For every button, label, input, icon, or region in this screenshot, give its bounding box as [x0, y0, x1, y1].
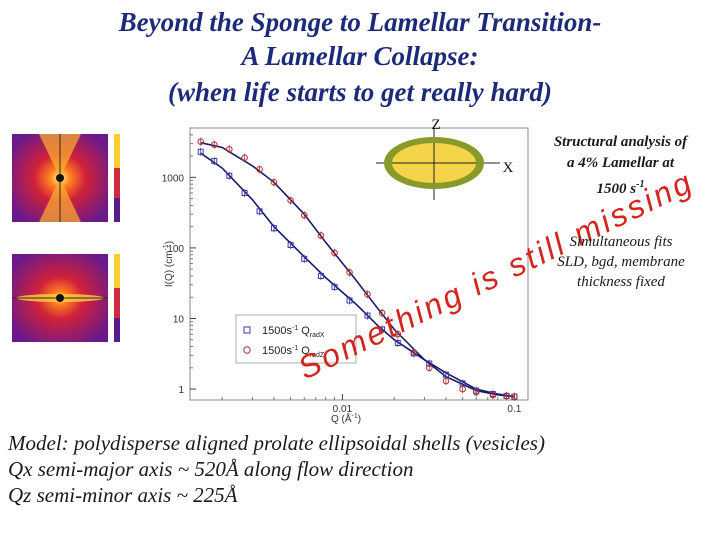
data-point: [472, 388, 480, 396]
data-point: [425, 364, 433, 372]
data-point: [241, 189, 248, 196]
slide-title-line-1: Beyond the Sponge to Lamellar Transition…: [118, 7, 602, 37]
data-point: [394, 330, 402, 338]
data-point: [211, 158, 218, 165]
fit-note-line-3: thickness fixed: [577, 274, 665, 290]
y-tick-label: 100: [167, 244, 184, 255]
plot-marks: [197, 137, 518, 401]
data-point: [503, 392, 510, 400]
legend-marker: [243, 326, 251, 334]
plot-legend: 1500s-1 QradX 1500s-1 QradZ: [235, 314, 357, 364]
z-axis-label: Z: [431, 117, 440, 133]
data-point: [378, 309, 386, 317]
data-point: [459, 385, 466, 393]
data-point: [489, 391, 497, 399]
ellipse-diagram: ZX: [376, 117, 514, 200]
data-point: [317, 272, 324, 279]
data-point: [241, 154, 248, 161]
fit-line: [200, 141, 515, 398]
legend-box: [235, 314, 357, 364]
qz-description: Qz semi-minor axis ~ 225Å: [8, 483, 238, 507]
data-point: [394, 339, 401, 346]
data-point: [270, 225, 277, 232]
slide-title-line-2: A Lamellar Collapse:: [241, 41, 479, 71]
y-axis-label: I(Q) (cm-1): [163, 241, 175, 287]
data-point: [287, 241, 294, 248]
note-line-2: a 4% Lamellar at: [566, 155, 675, 171]
data-point: [226, 172, 233, 179]
qx-description: Qx semi-major axis ~ 520Å along flow dir…: [8, 457, 414, 481]
x-axis-label-diagram: X: [503, 160, 514, 176]
data-point: [442, 377, 450, 385]
data-point: [197, 148, 204, 155]
x-axis-label: Q (Å-1): [331, 412, 361, 425]
fit-note-line-1: Simultaneous fits: [569, 234, 673, 250]
legend-label: 1500s-1 QradZ: [262, 345, 325, 359]
x-tick-label: 0.01: [333, 404, 353, 415]
data-point: [364, 291, 371, 298]
y-tick-label: 1000: [162, 173, 185, 184]
model-description: Model: polydisperse aligned prolate elli…: [8, 431, 545, 455]
data-point: [317, 232, 325, 239]
note-line-1: Structural analysis of: [553, 134, 688, 150]
detector-image-2: [12, 254, 120, 342]
data-point: [410, 349, 418, 356]
structural-analysis-note: Structural analysis of a 4% Lamellar at …: [528, 132, 713, 200]
x-tick-label: 0.1: [507, 404, 521, 415]
data-point: [197, 138, 204, 145]
data-point: [256, 208, 263, 215]
data-point: [287, 197, 294, 204]
y-tick-label: 10: [173, 314, 185, 325]
data-point: [379, 326, 386, 333]
data-point: [511, 393, 518, 400]
data-point: [256, 165, 263, 173]
fit-note-line-2: SLD, bgd, membrane: [557, 254, 685, 270]
data-point: [331, 283, 338, 290]
note-line-3: 1500 s-1: [596, 179, 645, 197]
data-point: [331, 249, 338, 257]
legend-marker: [243, 346, 251, 354]
fit-notes: Simultaneous fits SLD, bgd, membrane thi…: [535, 232, 707, 292]
data-point: [346, 269, 353, 276]
detector-image-1: [12, 134, 120, 222]
data-point: [270, 179, 278, 186]
data-point: [300, 211, 308, 219]
data-point: [225, 145, 233, 153]
slide-title-line-3: (when life starts to get really hard): [168, 77, 552, 107]
legend-label: 1500s-1 QradX: [262, 325, 325, 339]
data-point: [211, 141, 218, 148]
data-point: [301, 255, 308, 262]
data-point: [346, 297, 353, 304]
fit-line: [200, 152, 515, 398]
plot-axes: 1 10 100 1000 0.01 0.1 Q (Å-1) I(Q) (cm-1): [162, 127, 529, 425]
data-point: [364, 312, 371, 319]
y-tick-label: 1: [178, 385, 184, 396]
